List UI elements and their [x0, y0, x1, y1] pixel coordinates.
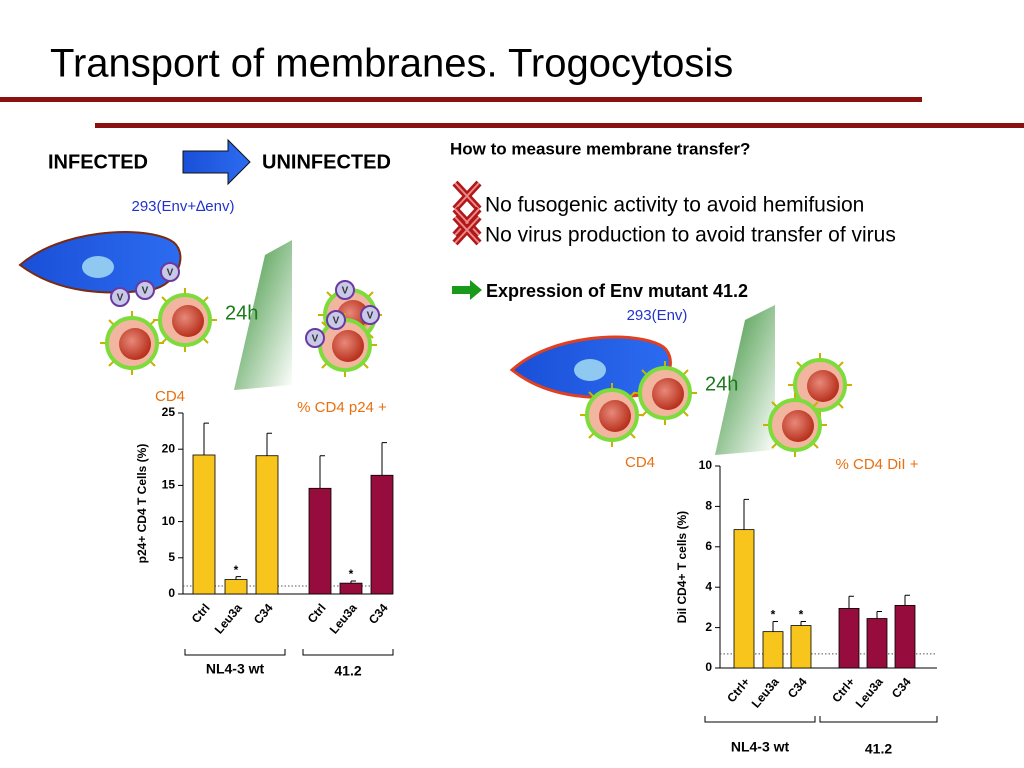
x-tick-label: Ctrl	[305, 601, 329, 626]
label: % CD4 DiI +	[836, 456, 919, 473]
group-label: NL4-3 wt	[731, 739, 790, 755]
significance: *	[799, 608, 804, 622]
x-tick-label: Leu3a	[749, 675, 782, 711]
x-tick-label: Leu3a	[853, 675, 886, 711]
y-tick-label: 10	[699, 458, 713, 472]
y-axis-label: p24+ CD4 T Cells (%)	[135, 444, 149, 564]
bar	[790, 625, 812, 669]
bullet: No virus production to avoid transfer of…	[485, 224, 896, 247]
nucleus	[82, 256, 114, 278]
bar	[255, 455, 279, 595]
error-bar	[800, 621, 806, 626]
significance: *	[234, 563, 239, 577]
label: CD4	[625, 454, 655, 471]
x-tick-label: Leu3a	[327, 601, 360, 637]
error-bar	[876, 610, 882, 619]
x-tick-label: Ctrl	[189, 601, 213, 626]
nucleus	[574, 359, 606, 381]
point: Expression of Env mutant 41.2	[486, 281, 748, 301]
y-tick-label: 6	[705, 539, 712, 553]
error-bar	[743, 498, 749, 530]
significance: *	[771, 608, 776, 622]
group-label: 41.2	[865, 741, 892, 757]
rule	[0, 97, 922, 102]
bar	[762, 631, 784, 669]
x-tick-label: C34	[251, 601, 276, 627]
y-tick-label: 0	[168, 586, 175, 600]
group-label: NL4-3 wt	[206, 661, 265, 677]
bar	[192, 454, 216, 595]
label: 24h	[705, 373, 738, 395]
x-tick-label: Leu3a	[212, 601, 245, 637]
error-bar	[319, 455, 325, 489]
bullet: No fusogenic activity to avoid hemifusio…	[485, 194, 864, 217]
group-bracket	[819, 716, 938, 723]
y-tick-label: 15	[162, 478, 176, 492]
time-arrow	[234, 240, 292, 390]
label: CD4	[155, 388, 185, 405]
group-bracket	[302, 649, 394, 656]
x-tick-label: C34	[889, 675, 914, 701]
group-label: 41.2	[334, 663, 361, 679]
rule	[95, 123, 1024, 128]
bar	[224, 579, 248, 595]
bar	[866, 618, 888, 669]
y-tick-label: 8	[705, 499, 712, 513]
question: How to measure membrane transfer?	[450, 139, 750, 158]
y-tick-label: 4	[705, 579, 712, 593]
y-tick-label: 25	[162, 405, 176, 419]
error-bar	[350, 580, 356, 584]
error-bar	[203, 422, 209, 455]
group-bracket	[704, 716, 816, 723]
error-bar	[848, 595, 854, 609]
label: INFECTED	[48, 151, 148, 173]
y-tick-label: 0	[705, 660, 712, 674]
x-tick-label: C34	[366, 601, 391, 627]
y-tick-label: 10	[162, 514, 176, 528]
significance: *	[349, 567, 354, 581]
label: % CD4 p24 +	[297, 399, 387, 416]
bar	[838, 608, 860, 669]
error-bar	[904, 594, 910, 606]
arrow	[182, 138, 251, 186]
error-bar	[772, 621, 778, 632]
bar	[308, 487, 332, 595]
time-arrow	[715, 305, 775, 455]
group-bracket	[184, 649, 286, 656]
label: 293(Env+∆env)	[132, 198, 235, 215]
bar	[370, 474, 394, 595]
x-tick-label: C34	[785, 675, 810, 701]
label: UNINFECTED	[262, 151, 391, 173]
label: 24h	[225, 302, 258, 324]
bar	[733, 529, 755, 669]
slide-title: Transport of membranes. Trogocytosis	[50, 42, 733, 86]
error-bar	[266, 432, 272, 456]
y-tick-label: 20	[162, 441, 176, 455]
y-tick-label: 5	[168, 550, 175, 564]
y-tick-label: 2	[705, 620, 712, 634]
y-axis-label: DiI CD4+ T cells (%)	[675, 511, 689, 623]
label: 293(Env)	[627, 307, 688, 324]
error-bar	[235, 576, 241, 580]
arrow	[452, 280, 482, 300]
bar	[894, 604, 916, 669]
bar	[339, 582, 363, 595]
error-bar	[381, 442, 387, 476]
